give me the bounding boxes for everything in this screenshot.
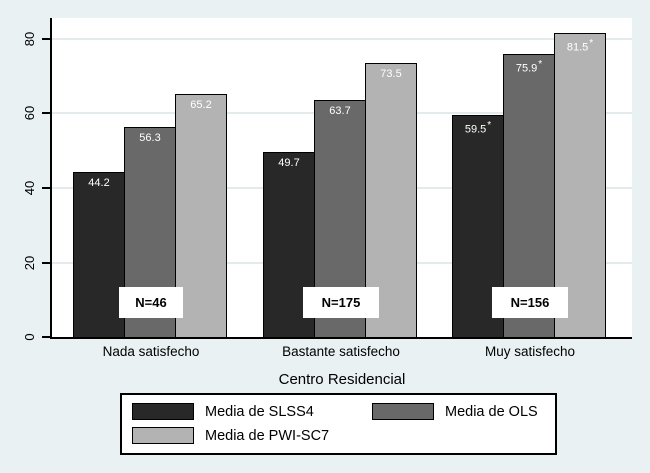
y-tick-label-60: 60 (22, 106, 37, 121)
bar-value-label: 49.7 (278, 156, 300, 169)
y-tick-mark-40 (42, 186, 50, 189)
legend-swatch-pwi-sc7 (132, 427, 194, 444)
legend-entry-pwi-sc7: Media de PWI-SC7 (132, 426, 329, 445)
bar-value-label: 56.3 (139, 132, 161, 145)
legend-swatch-ols (372, 403, 434, 420)
legend-label-pwi-sc7: Media de PWI-SC7 (205, 427, 330, 444)
n-count-box-nada: N=46 (119, 287, 183, 318)
y-tick-label-40: 40 (22, 180, 37, 196)
y-tick-mark-60 (42, 112, 50, 115)
legend-entry-ols: Media de OLS (372, 402, 538, 421)
y-tick-label-20: 20 (22, 255, 37, 270)
bar-value-label: 75.9* (515, 59, 543, 75)
bar-value-label: 65.2 (190, 99, 212, 111)
legend-label-ols: Media de OLS (445, 403, 538, 420)
y-tick-mark-20 (42, 261, 50, 264)
gridline-80 (52, 37, 632, 40)
plot-area: 44.2 56.3 65.2 49.7 63.7 73.5 59.5* (52, 18, 632, 337)
y-tick-label-80: 80 (22, 31, 37, 47)
x-tick-label-nada-satisfecho: Nada satisfecho (102, 344, 200, 359)
y-tick-mark-0 (42, 336, 50, 338)
y-tick-label-0: 0 (22, 333, 37, 341)
bar-pwi-sc7-muy-satisfecho: 81.5* (554, 33, 606, 337)
bar-slss4-nada-satisfecho: 44.2 (73, 172, 125, 337)
legend-label-slss4: Media de SLSS4 (205, 403, 314, 420)
bar-group-nada-satisfecho: 44.2 56.3 65.2 (73, 18, 227, 337)
bar-pwi-sc7-nada-satisfecho: 65.2 (175, 94, 227, 337)
bar-value-label: 73.5 (380, 68, 402, 81)
y-axis-line (50, 18, 52, 339)
y-tick-mark-80 (42, 37, 50, 40)
bar-value-label: 63.7 (329, 104, 351, 117)
legend-swatch-slss4 (132, 403, 194, 420)
bar-value-label: 81.5* (566, 38, 594, 54)
legend-entry-slss4: Media de SLSS4 (132, 402, 314, 421)
legend: Media de SLSS4 Media de OLS Media de PWI… (120, 393, 557, 455)
bar-value-label: 59.5* (464, 120, 492, 136)
x-tick-label-muy-satisfecho: Muy satisfecho (484, 344, 576, 359)
n-count-box-muy: N=156 (492, 287, 568, 318)
x-axis-line (50, 337, 632, 339)
bar-value-label: 44.2 (88, 177, 110, 190)
x-tick-label-bastante-satisfecho: Bastante satisfecho (282, 344, 400, 359)
n-count-box-bastante: N=175 (303, 287, 379, 318)
x-axis-title: Centro Residencial (278, 371, 406, 388)
